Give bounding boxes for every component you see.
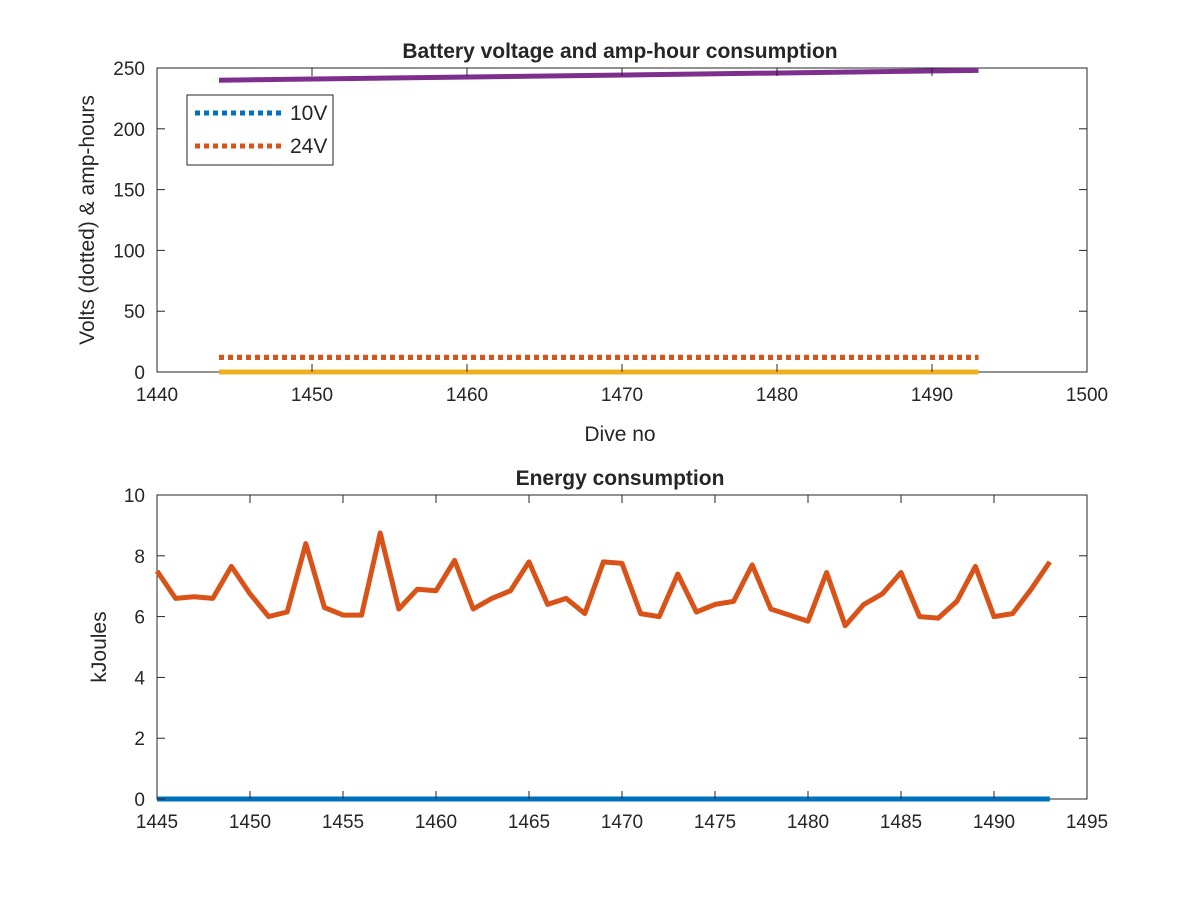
energy-x-tick-label: 1455 xyxy=(322,812,364,833)
energy-y-tick-label: 2 xyxy=(134,729,145,750)
voltage-y-tick-label: 50 xyxy=(124,302,145,323)
energy-x-tick-label: 1470 xyxy=(601,812,643,833)
energy-chart-title: Energy consumption xyxy=(516,467,725,490)
voltage-x-tick-label: 1470 xyxy=(601,385,643,406)
voltage-x-tick-label: 1500 xyxy=(1066,385,1108,406)
energy-series-line-0 xyxy=(154,530,1052,629)
energy-x-tick-label: 1475 xyxy=(694,812,736,833)
energy-x-tick-label: 1480 xyxy=(787,812,829,833)
voltage-y-tick-label: 200 xyxy=(113,120,145,141)
voltage-tick-layer: 1440 1450 1460 1470 1480 1490 1500 0 50 100 150 200… xyxy=(113,59,1108,406)
voltage-chart: 1440 1450 1460 1470 1480 1490 1500 0 50 100 150 200… xyxy=(76,40,1108,446)
voltage-y-tick-label: 0 xyxy=(134,363,145,384)
energy-y-axis-label: kJoules xyxy=(88,611,111,682)
voltage-y-tick-label: 250 xyxy=(113,59,145,80)
energy-x-tick-label: 1490 xyxy=(973,812,1015,833)
energy-x-tick-label: 1495 xyxy=(1066,812,1108,833)
energy-x-tick-label: 1460 xyxy=(415,812,457,833)
voltage-y-axis-label: Volts (dotted) & amp-hours xyxy=(76,95,99,345)
voltage-chart-title: Battery voltage and amp-hour consumption xyxy=(402,40,837,63)
voltage-x-tick-label: 1440 xyxy=(136,385,178,406)
energy-x-tick-label: 1485 xyxy=(880,812,922,833)
energy-plot-area xyxy=(156,494,1088,800)
voltage-x-axis-label: Dive no xyxy=(584,423,655,446)
voltage-series-layer xyxy=(218,67,979,375)
energy-tick-layer: 1445 1450 1455 1460 1465 1470 1475 1480 1485 1490… xyxy=(124,486,1108,833)
energy-chart: 1445 1450 1455 1460 1465 1470 1475 1480 1485 1490… xyxy=(88,467,1108,833)
voltage-y-tick-label: 150 xyxy=(113,181,145,202)
energy-y-tick-label: 0 xyxy=(134,790,145,811)
legend-label-24v: 24V xyxy=(290,135,327,158)
energy-y-tick-label: 10 xyxy=(124,486,145,507)
energy-x-tick-label: 1465 xyxy=(508,812,550,833)
legend-box xyxy=(186,94,334,166)
energy-y-tick-label: 4 xyxy=(134,668,145,689)
voltage-y-tick-label: 100 xyxy=(113,241,145,262)
legend-label-10v: 10V xyxy=(290,102,327,125)
voltage-x-tick-label: 1460 xyxy=(446,385,488,406)
voltage-x-tick-label: 1480 xyxy=(756,385,798,406)
voltage-series-line-3 xyxy=(218,67,979,83)
energy-x-tick-label: 1450 xyxy=(229,812,271,833)
voltage-legend: 10V 24V xyxy=(186,94,334,166)
energy-y-tick-label: 6 xyxy=(134,608,145,629)
voltage-x-tick-label: 1490 xyxy=(911,385,953,406)
energy-y-tick-label: 8 xyxy=(134,547,145,568)
voltage-x-tick-label: 1450 xyxy=(291,385,333,406)
energy-x-tick-label: 1445 xyxy=(136,812,178,833)
